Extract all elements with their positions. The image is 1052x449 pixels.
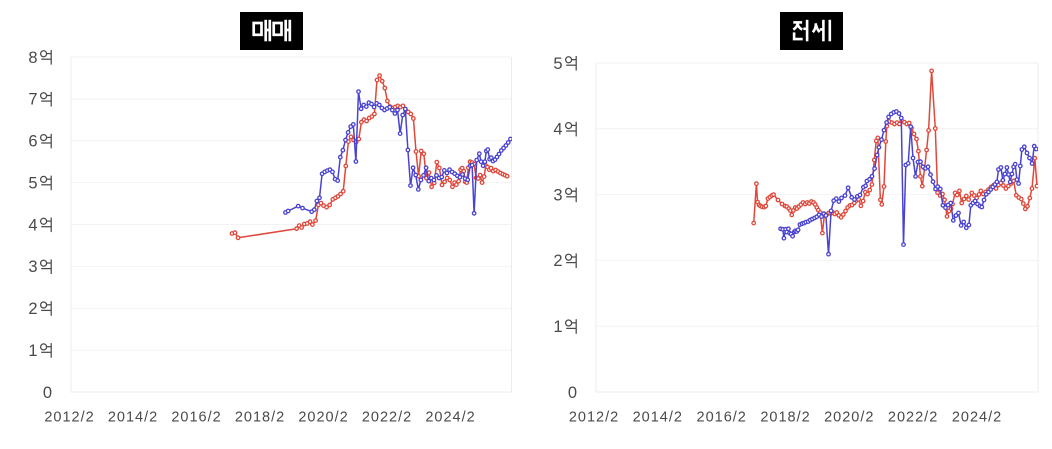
svg-text:2022/2: 2022/2 [888,410,938,426]
svg-text:2012/2: 2012/2 [44,410,94,426]
svg-text:4: 4 [553,121,562,139]
svg-text:0: 0 [568,384,577,402]
svg-text:1: 1 [28,342,37,360]
svg-text:2: 2 [28,300,37,318]
svg-text:4: 4 [28,216,37,234]
svg-text:2024/2: 2024/2 [952,410,1002,426]
svg-text:2024/2: 2024/2 [425,410,475,426]
svg-text:2016/2: 2016/2 [171,410,221,426]
svg-text:2016/2: 2016/2 [697,410,747,426]
svg-text:2022/2: 2022/2 [362,410,412,426]
svg-text:2014/2: 2014/2 [108,410,158,426]
svg-text:3: 3 [28,258,37,276]
svg-text:2012/2: 2012/2 [569,410,619,426]
svg-text:0: 0 [43,384,52,402]
svg-text:2014/2: 2014/2 [633,410,683,426]
svg-text:8: 8 [28,49,37,67]
svg-text:6: 6 [28,133,37,151]
svg-text:7: 7 [28,91,37,109]
svg-text:2: 2 [553,252,562,270]
svg-text:2020/2: 2020/2 [824,410,874,426]
svg-text:5: 5 [553,55,562,73]
svg-text:5: 5 [28,174,37,192]
svg-text:2018/2: 2018/2 [760,410,810,426]
svg-text:1: 1 [553,318,562,336]
svg-text:2020/2: 2020/2 [298,410,348,426]
svg-text:2018/2: 2018/2 [235,410,285,426]
svg-text:3: 3 [553,186,562,204]
